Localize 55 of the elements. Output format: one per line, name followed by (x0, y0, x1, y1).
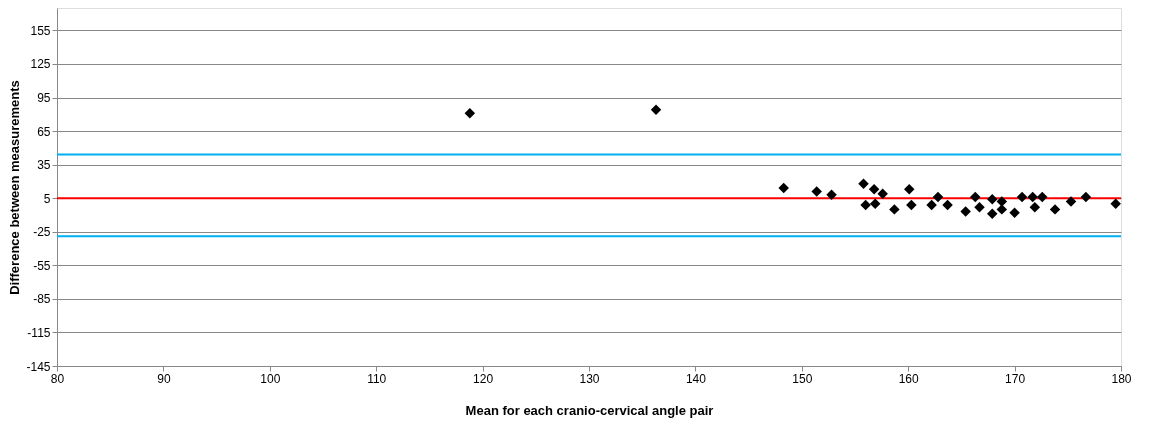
point (877, 188, 888, 199)
point (1110, 198, 1121, 210)
point (932, 191, 944, 203)
y-tick-label: 35 (37, 158, 51, 173)
point (1065, 196, 1077, 207)
x-tick-label: 170 (1005, 371, 1026, 386)
x-tick-label: 110 (367, 371, 387, 386)
y-tick-label: 125 (30, 57, 51, 72)
point (1029, 201, 1041, 213)
y-tick-label: 5 (43, 191, 51, 206)
x-tick-label: 160 (898, 371, 920, 386)
point (1027, 191, 1038, 203)
x-tick-label: 130 (579, 371, 600, 386)
point (942, 199, 953, 211)
y-tick-label: 95 (37, 91, 51, 105)
point (826, 189, 837, 201)
point (860, 199, 871, 211)
y-tick-label: -145 (26, 359, 51, 374)
point (811, 186, 822, 197)
x-tick-label: 90 (157, 371, 171, 386)
point (868, 183, 880, 195)
point (1037, 191, 1048, 203)
point (974, 201, 985, 213)
point (1016, 191, 1028, 203)
y-axis-title: Difference between measurements (7, 80, 23, 295)
point (889, 204, 900, 215)
point (1009, 207, 1020, 218)
point (869, 198, 881, 210)
point (778, 182, 789, 194)
x-tick-label: 150 (792, 371, 813, 386)
y-tick-label: -115 (27, 325, 51, 340)
point (904, 183, 915, 195)
x-tick-label: 140 (685, 371, 707, 386)
y-tick-label: -55 (33, 258, 51, 273)
x-tick-label: 180 (1111, 371, 1132, 386)
y-tick-label: 155 (30, 23, 51, 38)
x-tick-label: 120 (473, 371, 494, 386)
point (1049, 204, 1061, 215)
point (1080, 191, 1092, 203)
point (987, 194, 998, 205)
point (906, 199, 917, 211)
point (987, 208, 998, 220)
point (464, 107, 476, 119)
point (858, 178, 869, 189)
y-tick-label: -85 (33, 292, 51, 307)
point (996, 204, 1008, 215)
point (960, 206, 971, 217)
point (650, 104, 662, 116)
point (926, 199, 937, 211)
point (969, 191, 981, 203)
y-tick-label: 65 (37, 124, 51, 139)
x-tick-label: 80 (50, 371, 65, 386)
x-tick-label: 100 (260, 371, 281, 386)
x-axis-title: Mean for each cranio-cervical angle pair (465, 402, 714, 418)
y-tick-label: -25 (33, 225, 51, 240)
